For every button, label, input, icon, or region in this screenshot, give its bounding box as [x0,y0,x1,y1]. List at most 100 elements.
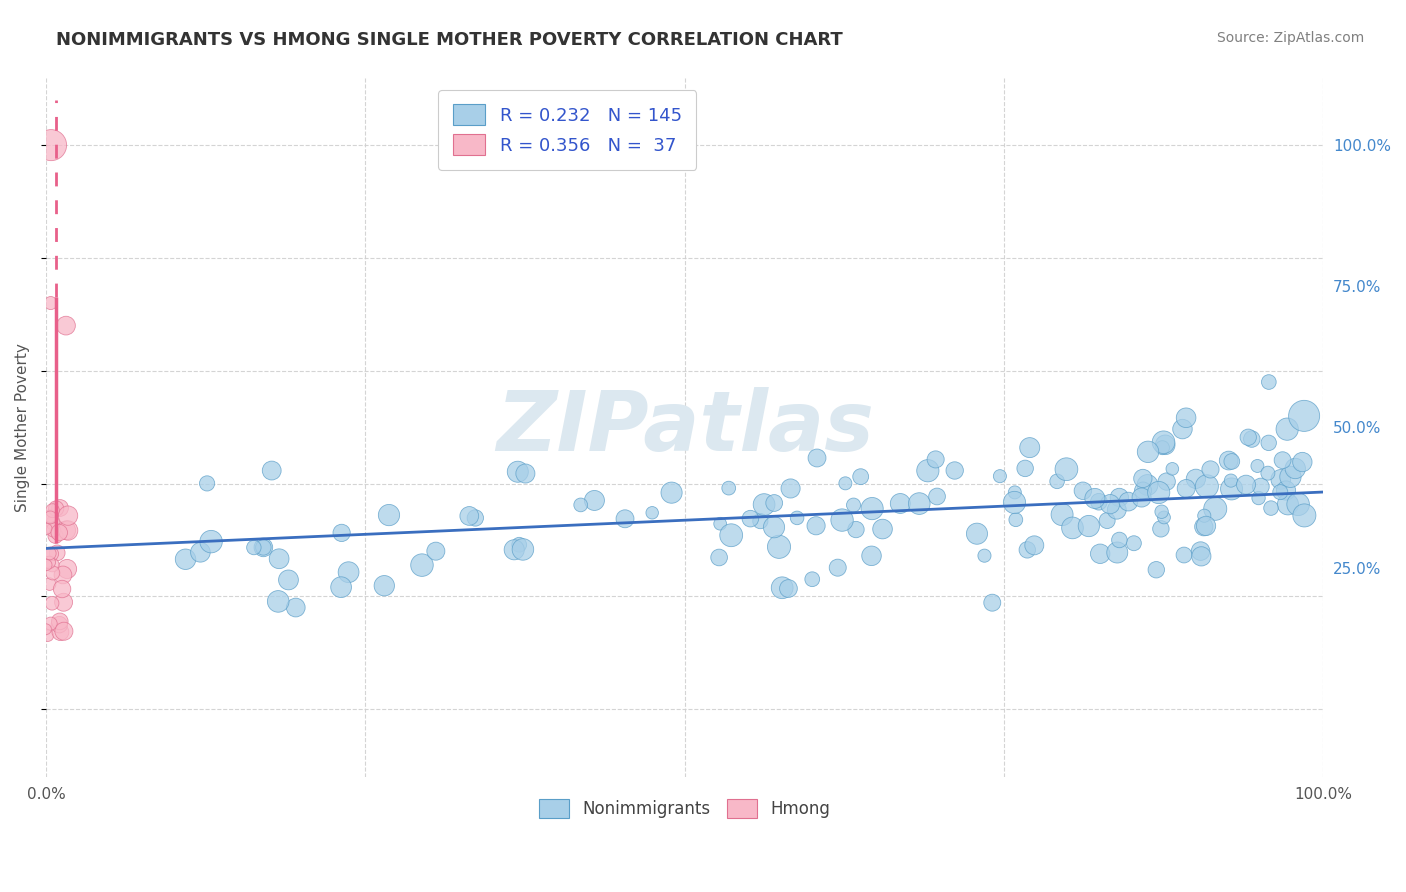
Point [1105,502,1128,516]
Point [1150,505,1173,519]
Text: NONIMMIGRANTS VS HMONG SINGLE MOTHER POVERTY CORRELATION CHART: NONIMMIGRANTS VS HMONG SINGLE MOTHER POV… [56,31,844,49]
Point [1147,485,1170,500]
Point [1154,438,1177,452]
Point [641,506,664,520]
Point [1054,462,1077,476]
Point [1234,477,1257,491]
Point [583,493,606,508]
Point [1071,483,1094,498]
Point [1257,466,1279,480]
Point [1004,495,1026,509]
Point [37,629,59,643]
Point [1220,454,1243,468]
Point [1132,483,1154,498]
Point [55,523,77,537]
Point [337,565,360,579]
Point [1024,538,1046,552]
Point [1130,491,1153,505]
Point [1175,410,1198,425]
Point [1291,455,1313,469]
Point [778,582,800,596]
Point [860,501,883,516]
Point [1107,545,1129,559]
Text: ZIPatlas: ZIPatlas [496,386,873,467]
Point [330,525,353,540]
Point [872,522,894,536]
Point [269,551,291,566]
Point [39,510,62,524]
Point [35,558,58,572]
Point [925,490,948,504]
Point [1237,430,1260,444]
Point [1250,480,1272,494]
Point [38,577,60,591]
Point [770,581,793,595]
Point [1189,549,1212,564]
Point [512,542,534,557]
Point [1275,483,1298,498]
Point [1153,435,1175,450]
Point [763,520,786,534]
Legend: Nonimmigrants, Hmong: Nonimmigrants, Hmong [533,792,837,824]
Point [506,465,529,479]
Point [38,556,60,570]
Point [889,496,911,510]
Point [709,516,731,531]
Point [39,616,62,631]
Point [1004,485,1026,500]
Y-axis label: Single Mother Poverty: Single Mother Poverty [15,343,30,512]
Point [56,562,79,576]
Point [1153,510,1175,524]
Point [195,476,218,491]
Point [1294,409,1316,423]
Point [252,541,274,555]
Point [243,541,266,555]
Point [1270,485,1292,500]
Point [943,463,966,477]
Point [35,622,58,636]
Point [49,615,72,629]
Point [1247,491,1270,505]
Point [330,580,353,594]
Point [284,600,307,615]
Point [988,469,1011,483]
Point [827,560,849,574]
Point [464,511,486,525]
Text: Source: ZipAtlas.com: Source: ZipAtlas.com [1216,31,1364,45]
Point [45,501,67,516]
Point [831,513,853,527]
Point [1218,453,1240,467]
Point [49,625,72,640]
Point [801,572,824,586]
Point [1284,461,1306,475]
Point [1144,563,1167,577]
Point [973,549,995,563]
Point [1088,494,1111,508]
Point [378,508,401,522]
Point [804,518,827,533]
Point [1108,533,1130,547]
Point [1118,494,1140,508]
Point [1004,513,1026,527]
Point [740,511,762,525]
Point [1108,491,1130,505]
Point [41,547,63,561]
Point [763,496,786,510]
Point [1260,501,1282,516]
Point [1194,508,1216,523]
Point [46,524,69,539]
Point [42,566,65,580]
Point [1185,472,1208,486]
Point [373,579,395,593]
Point [1275,422,1298,436]
Point [56,508,79,523]
Point [41,504,63,518]
Point [1171,422,1194,436]
Point [1050,508,1073,522]
Point [190,545,212,559]
Point [1152,441,1174,455]
Point [707,550,730,565]
Point [42,516,65,530]
Point [1189,544,1212,558]
Point [48,617,70,632]
